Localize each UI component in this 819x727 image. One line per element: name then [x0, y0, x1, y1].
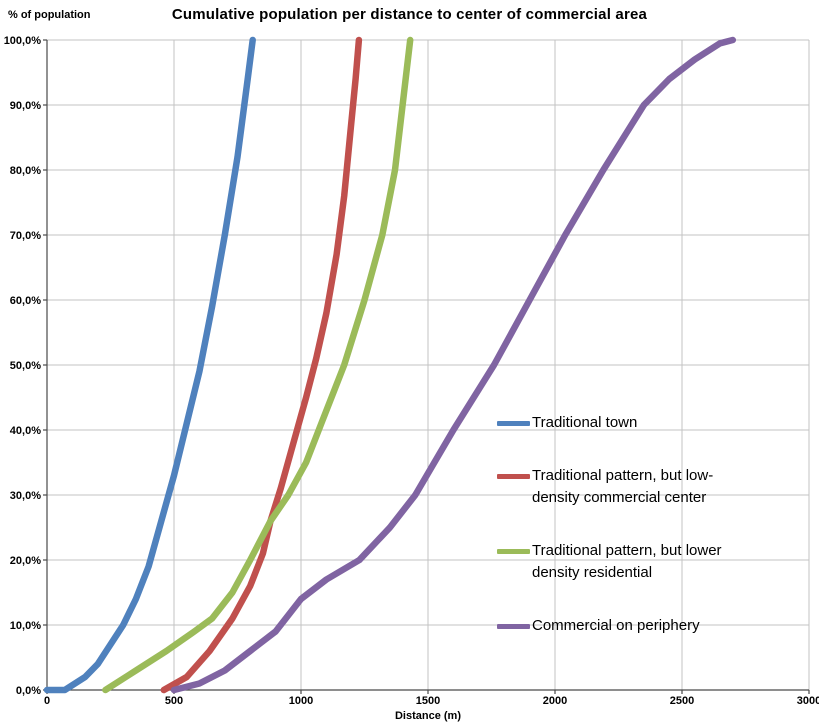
x-tick-label: 1500	[416, 695, 440, 707]
legend-label: Traditional town	[532, 414, 638, 431]
y-tick-label: 30,0%	[10, 490, 41, 502]
y-axis-title: % of population	[8, 9, 91, 21]
legend-item: Traditional pattern, but low-density com…	[497, 465, 777, 510]
legend-label: Traditional pattern, but lower density r…	[532, 541, 722, 582]
y-tick-label: 50,0%	[10, 360, 41, 372]
legend-swatch	[497, 473, 530, 479]
legend-item: Commercial on periphery	[497, 615, 777, 638]
chart-title: Cumulative population per distance to ce…	[171, 6, 648, 23]
series-line-4	[170, 36, 737, 694]
legend-item: Traditional pattern, but lower density r…	[497, 540, 777, 585]
y-tick-label: 60,0%	[10, 295, 41, 307]
x-tick-label: 3000	[797, 695, 819, 707]
x-tick-label: 1000	[289, 695, 313, 707]
x-tick-label: 2000	[543, 695, 567, 707]
y-tick-label: 80,0%	[10, 165, 41, 177]
legend: Traditional town Traditional pattern, but…	[497, 412, 777, 637]
y-tick-label: 20,0%	[10, 555, 41, 567]
y-tick-label: 10,0%	[10, 620, 41, 632]
series-line-2	[160, 36, 363, 694]
x-axis-title: Distance (m)	[394, 710, 462, 722]
legend-swatch	[497, 623, 530, 629]
x-tick-label: 2500	[670, 695, 694, 707]
y-tick-label: 70,0%	[10, 230, 41, 242]
y-tick-label: 0,0%	[16, 685, 41, 697]
y-tick-label: 40,0%	[10, 425, 41, 437]
legend-item: Traditional town	[497, 412, 777, 435]
x-tick-label: 0	[44, 695, 50, 707]
series-line-1	[43, 36, 256, 694]
y-tick-label: 100,0%	[4, 35, 42, 47]
legend-swatch	[497, 421, 530, 426]
legend-label: Commercial on periphery	[532, 616, 700, 634]
series-line-3	[102, 36, 414, 694]
legend-swatch	[497, 548, 530, 554]
x-tick-label: 500	[165, 695, 183, 707]
legend-label: Traditional pattern, but low-density com…	[532, 466, 714, 507]
y-tick-label: 90,0%	[10, 100, 41, 112]
